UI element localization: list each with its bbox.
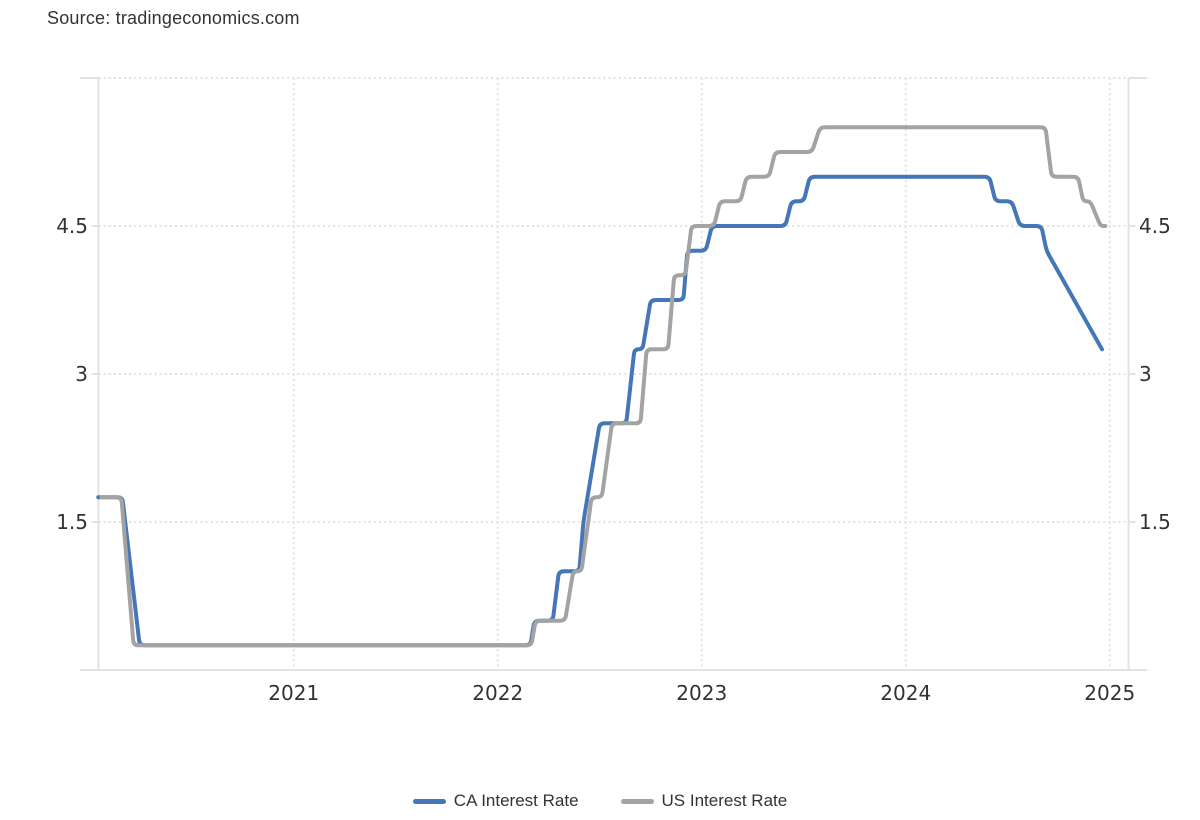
x-axis-label: 2021 bbox=[268, 681, 319, 705]
legend-label: US Interest Rate bbox=[661, 791, 788, 810]
interest-rate-chart[interactable]: 1.5 1.5 3 3 4.5 4.5 2021 2022 2023 2024 2025 bbox=[0, 0, 1200, 760]
source-label: Source: tradingeconomics.com bbox=[47, 8, 300, 28]
ca-line-color-swatch bbox=[412, 798, 446, 804]
legend-label: CA Interest Rate bbox=[453, 791, 579, 810]
y-axis-label-left: 4.5 bbox=[56, 214, 88, 238]
x-axis-label: 2025 bbox=[1084, 681, 1135, 705]
chart-legend: CA Interest Rate US Interest Rate bbox=[0, 791, 1200, 811]
y-axis-label-right: 3 bbox=[1139, 362, 1152, 386]
y-axis-label-left: 3 bbox=[75, 362, 88, 386]
legend-item-us-interest-rate[interactable]: US Interest Rate bbox=[620, 791, 788, 811]
x-axis-label: 2023 bbox=[676, 681, 727, 705]
ca-interest-rate-line[interactable] bbox=[96, 174, 1104, 648]
x-axis-label: 2022 bbox=[472, 681, 523, 705]
us-line-color-swatch bbox=[620, 798, 654, 804]
legend-item-ca-interest-rate[interactable]: CA Interest Rate bbox=[412, 791, 579, 811]
y-axis-label-left: 1.5 bbox=[56, 510, 88, 534]
x-axis-label: 2024 bbox=[880, 681, 931, 705]
y-axis-label-right: 1.5 bbox=[1139, 510, 1171, 534]
us-interest-rate-line[interactable] bbox=[99, 125, 1108, 648]
y-axis-label-right: 4.5 bbox=[1139, 214, 1171, 238]
